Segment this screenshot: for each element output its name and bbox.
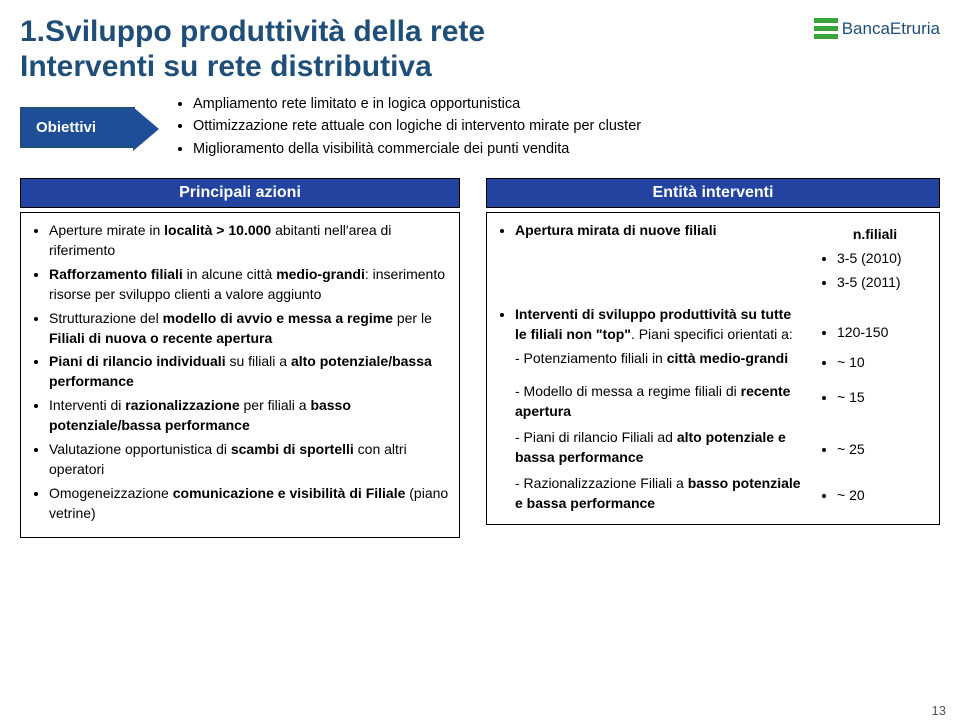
list-item: Interventi di razionalizzazione per fili…	[49, 396, 449, 436]
nf-value: 3-5 (2011)	[837, 273, 929, 293]
title-line1: 1.Sviluppo produttività della rete	[20, 15, 485, 48]
list-item: Ampliamento rete limitato e in logica op…	[193, 93, 641, 115]
logo-icon	[814, 18, 838, 40]
list-item: Rafforzamento filiali in alcune città me…	[49, 265, 449, 305]
logo-text: BancaEtruria	[842, 19, 940, 39]
entita-panel: Apertura mirata di nuove filiali n.filia…	[486, 212, 940, 525]
list-item: Omogeneizzazione comunicazione e visibil…	[49, 484, 449, 524]
nf-value: ~ 15	[837, 388, 929, 408]
nf-value: ~ 10	[837, 353, 929, 373]
entita-header: Entità interventi	[486, 178, 940, 208]
list-item: Valutazione opportunistica di scambi di …	[49, 440, 449, 480]
obiettivi-list: Ampliamento rete limitato e in logica op…	[175, 93, 641, 160]
nf-value: 120-150	[837, 323, 929, 343]
list-item: Apertura mirata di nuove filiali	[515, 221, 805, 241]
list-item: Aperture mirate in località > 10.000 abi…	[49, 221, 449, 261]
azioni-panel: Aperture mirate in località > 10.000 abi…	[20, 212, 460, 538]
nf-value: ~ 25	[837, 440, 929, 460]
sub-item: - Razionalizzazione Filiali a basso pote…	[515, 474, 805, 514]
page-number: 13	[932, 703, 946, 718]
nf-value: ~ 20	[837, 486, 929, 506]
obiettivi-tag: Obiettivi	[20, 107, 135, 148]
list-item: Piani di rilancio individuali su filiali…	[49, 352, 449, 392]
brand-logo: BancaEtruria	[814, 14, 940, 40]
obiettivi-label: Obiettivi	[36, 119, 96, 136]
title-line2: Interventi su rete distributiva	[20, 50, 432, 83]
nf-value: 3-5 (2010)	[837, 249, 929, 269]
list-item: Strutturazione del modello di avvio e me…	[49, 309, 449, 349]
sub-item: - Piani di rilancio Filiali ad alto pote…	[515, 428, 805, 468]
azioni-header: Principali azioni	[20, 178, 460, 208]
list-item: Interventi di sviluppo produttività su t…	[515, 305, 805, 345]
nfiliali-header: n.filiali	[821, 225, 929, 245]
sub-item: - Potenziamento filiali in città medio-g…	[515, 349, 805, 369]
list-item: Ottimizzazione rete attuale con logiche …	[193, 115, 641, 137]
slide-title: 1.Sviluppo produttività della rete Inter…	[20, 14, 485, 85]
sub-item: - Modello di messa a regime filiali di r…	[515, 382, 805, 422]
list-item: Miglioramento della visibilità commercia…	[193, 138, 641, 160]
